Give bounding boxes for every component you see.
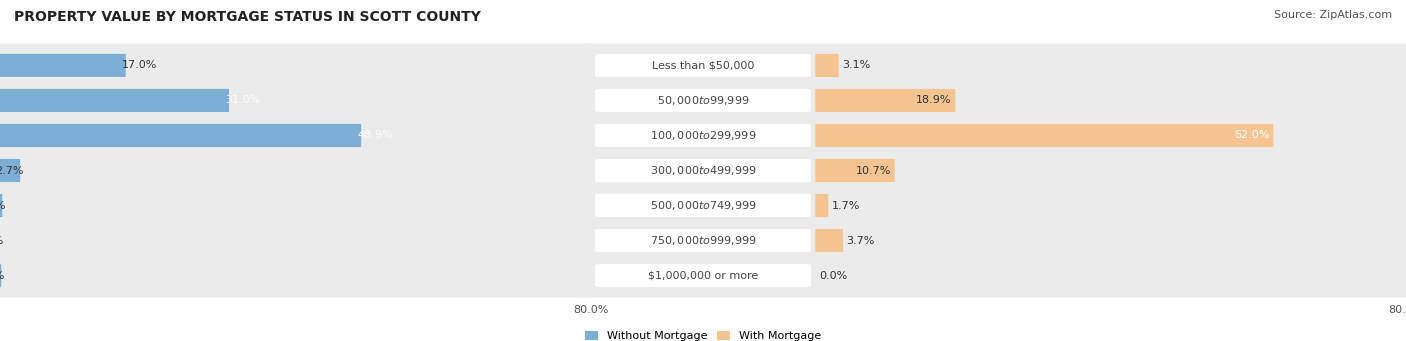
FancyBboxPatch shape	[0, 149, 592, 192]
FancyBboxPatch shape	[595, 124, 811, 147]
Text: 0.28%: 0.28%	[0, 201, 6, 210]
Text: Less than $50,000: Less than $50,000	[652, 60, 754, 71]
FancyBboxPatch shape	[815, 229, 844, 252]
FancyBboxPatch shape	[0, 183, 592, 227]
Text: 18.9%: 18.9%	[915, 95, 952, 105]
Text: Source: ZipAtlas.com: Source: ZipAtlas.com	[1274, 10, 1392, 20]
FancyBboxPatch shape	[568, 43, 838, 87]
FancyBboxPatch shape	[814, 254, 1406, 298]
FancyBboxPatch shape	[0, 43, 592, 87]
FancyBboxPatch shape	[0, 54, 125, 77]
FancyBboxPatch shape	[0, 254, 592, 298]
FancyBboxPatch shape	[815, 194, 828, 217]
Text: 2.7%: 2.7%	[0, 165, 24, 176]
FancyBboxPatch shape	[814, 114, 1406, 158]
FancyBboxPatch shape	[595, 229, 811, 252]
FancyBboxPatch shape	[814, 78, 1406, 122]
FancyBboxPatch shape	[0, 124, 361, 147]
FancyBboxPatch shape	[595, 264, 811, 287]
Text: 3.7%: 3.7%	[846, 236, 875, 246]
FancyBboxPatch shape	[815, 159, 894, 182]
Text: $500,000 to $749,999: $500,000 to $749,999	[650, 199, 756, 212]
Text: $300,000 to $499,999: $300,000 to $499,999	[650, 164, 756, 177]
FancyBboxPatch shape	[568, 183, 838, 227]
FancyBboxPatch shape	[595, 54, 811, 77]
Text: $750,000 to $999,999: $750,000 to $999,999	[650, 234, 756, 247]
FancyBboxPatch shape	[0, 89, 229, 112]
Text: 62.0%: 62.0%	[1234, 131, 1270, 140]
FancyBboxPatch shape	[595, 159, 811, 182]
FancyBboxPatch shape	[0, 219, 592, 263]
FancyBboxPatch shape	[568, 219, 838, 263]
FancyBboxPatch shape	[814, 219, 1406, 263]
Text: PROPERTY VALUE BY MORTGAGE STATUS IN SCOTT COUNTY: PROPERTY VALUE BY MORTGAGE STATUS IN SCO…	[14, 10, 481, 24]
FancyBboxPatch shape	[815, 124, 1274, 147]
Text: 10.7%: 10.7%	[855, 165, 891, 176]
FancyBboxPatch shape	[814, 183, 1406, 227]
FancyBboxPatch shape	[0, 194, 3, 217]
Text: $1,000,000 or more: $1,000,000 or more	[648, 270, 758, 281]
FancyBboxPatch shape	[595, 194, 811, 217]
Text: $100,000 to $299,999: $100,000 to $299,999	[650, 129, 756, 142]
Text: 48.9%: 48.9%	[357, 131, 392, 140]
FancyBboxPatch shape	[814, 149, 1406, 192]
FancyBboxPatch shape	[0, 159, 20, 182]
FancyBboxPatch shape	[0, 78, 592, 122]
Text: 17.0%: 17.0%	[122, 60, 157, 71]
FancyBboxPatch shape	[568, 78, 838, 122]
FancyBboxPatch shape	[568, 114, 838, 158]
Text: 31.0%: 31.0%	[225, 95, 260, 105]
FancyBboxPatch shape	[568, 149, 838, 192]
FancyBboxPatch shape	[815, 54, 838, 77]
FancyBboxPatch shape	[815, 89, 955, 112]
Text: 0.0%: 0.0%	[820, 270, 848, 281]
Text: 0.14%: 0.14%	[0, 270, 4, 281]
Text: 1.7%: 1.7%	[832, 201, 860, 210]
FancyBboxPatch shape	[0, 114, 592, 158]
FancyBboxPatch shape	[568, 254, 838, 298]
Text: 3.1%: 3.1%	[842, 60, 870, 71]
FancyBboxPatch shape	[814, 43, 1406, 87]
Text: 0.0%: 0.0%	[0, 236, 4, 246]
Text: $50,000 to $99,999: $50,000 to $99,999	[657, 94, 749, 107]
Legend: Without Mortgage, With Mortgage: Without Mortgage, With Mortgage	[581, 326, 825, 341]
FancyBboxPatch shape	[595, 89, 811, 112]
